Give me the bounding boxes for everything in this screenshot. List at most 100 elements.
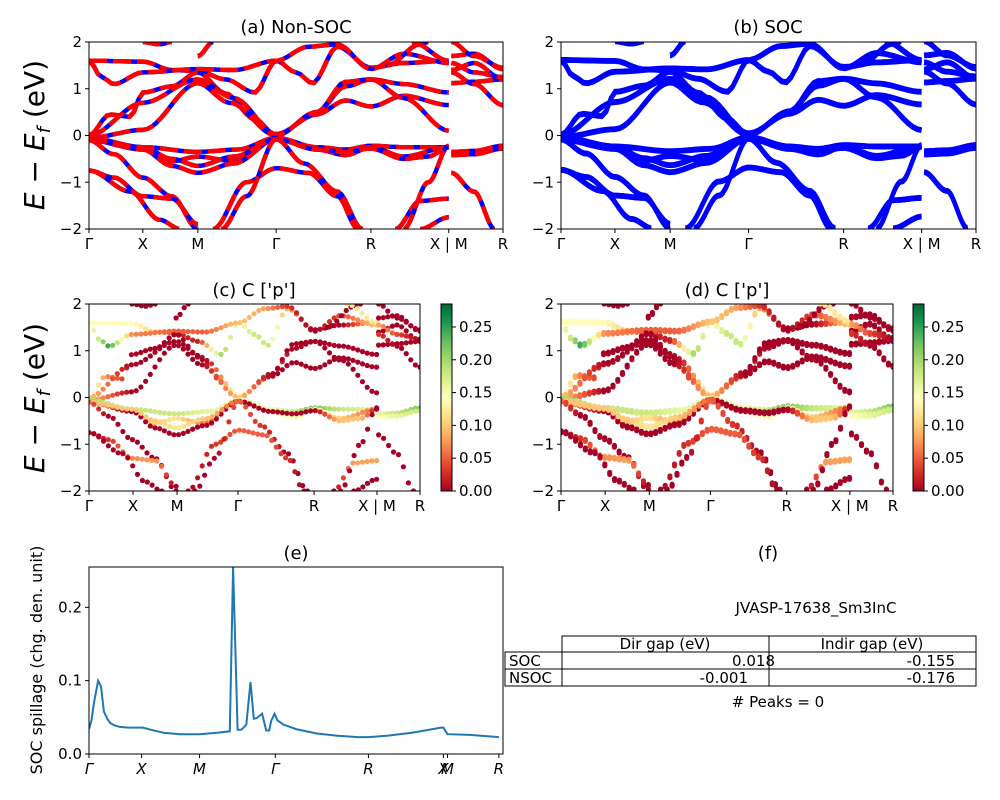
- projected-point: [364, 350, 370, 356]
- projected-point: [610, 321, 616, 328]
- panel-d-projected-plot: −2 −1 0 1 2 Γ X M Γ R X | M R: [532, 295, 898, 515]
- y-tick-label: −1: [60, 173, 82, 191]
- projected-point: [634, 340, 640, 347]
- projected-point: [417, 364, 420, 370]
- projected-point: [799, 412, 805, 418]
- projected-point: [653, 421, 659, 427]
- projected-point: [695, 379, 701, 386]
- projected-point: [394, 343, 400, 349]
- projected-point: [128, 389, 134, 395]
- projected-point: [890, 406, 893, 412]
- projected-point: [671, 327, 678, 333]
- projected-point: [629, 407, 635, 414]
- projected-point: [741, 435, 747, 442]
- projected-point: [607, 469, 613, 476]
- panel-a-title: (a) Non-SOC: [240, 17, 351, 38]
- projected-point: [293, 360, 300, 366]
- projected-point: [331, 354, 337, 360]
- projected-point: [270, 336, 276, 342]
- projected-point: [752, 408, 758, 414]
- projected-point: [653, 326, 659, 332]
- projected-point: [671, 337, 678, 344]
- projected-point: [152, 409, 158, 415]
- projected-point: [832, 359, 838, 365]
- projected-point: [848, 320, 855, 326]
- projected-point: [700, 332, 706, 339]
- projected-point: [667, 407, 673, 413]
- projected-point: [591, 364, 597, 370]
- projected-point: [417, 408, 420, 414]
- projected-point: [804, 352, 810, 358]
- projected-point: [885, 360, 892, 366]
- projected-point: [161, 428, 167, 434]
- band-line-red-dashed: [89, 168, 180, 229]
- projected-point: [417, 327, 420, 333]
- projected-point: [356, 442, 362, 448]
- projected-point: [143, 331, 149, 337]
- projected-point: [279, 304, 285, 310]
- projected-point: [842, 362, 848, 368]
- projected-point: [648, 430, 654, 436]
- projected-point: [601, 329, 607, 336]
- projected-point: [100, 411, 107, 417]
- projected-point: [643, 330, 649, 336]
- projected-point: [408, 334, 414, 340]
- projected-point: [769, 480, 775, 486]
- projected-point: [828, 414, 834, 420]
- projected-point: [587, 419, 593, 425]
- projected-point: [152, 349, 158, 355]
- band-line-red-dashed: [395, 196, 449, 229]
- projected-point: [837, 361, 843, 367]
- projected-point: [681, 366, 687, 372]
- projected-point: [657, 333, 663, 339]
- projected-point: [180, 346, 186, 352]
- projected-point: [408, 409, 414, 416]
- projected-point: [326, 319, 333, 325]
- projected-point: [312, 328, 318, 334]
- projected-point: [752, 310, 758, 316]
- projected-point: [257, 422, 263, 428]
- band-line-split: [561, 75, 922, 138]
- projected-point: [275, 371, 281, 377]
- projected-point: [338, 313, 345, 319]
- colorbar-tick-label: 0.15: [931, 384, 964, 402]
- projected-point: [738, 370, 744, 376]
- projected-point: [733, 304, 739, 310]
- projected-point: [690, 323, 697, 329]
- y-tick-label: 0: [72, 127, 82, 145]
- projected-point: [872, 343, 878, 350]
- projected-point: [867, 341, 873, 347]
- projected-point: [355, 406, 361, 412]
- projected-point: [219, 407, 225, 413]
- projected-point: [723, 401, 730, 407]
- projected-point: [147, 423, 153, 429]
- projected-point: [624, 362, 630, 368]
- projected-point: [690, 372, 697, 378]
- projected-point: [125, 455, 131, 461]
- projected-point: [890, 334, 893, 340]
- projected-point: [355, 347, 361, 353]
- projected-point: [190, 419, 197, 425]
- projected-point: [390, 449, 397, 455]
- projected-point: [747, 363, 753, 369]
- projected-point: [657, 408, 663, 414]
- projected-point: [342, 482, 348, 488]
- panel-d-title: (d) C ['p']: [685, 280, 770, 301]
- projected-point: [157, 409, 163, 415]
- y-tick-label: −2: [532, 482, 554, 500]
- projected-point: [620, 304, 626, 306]
- projected-point: [171, 328, 177, 334]
- projected-point: [620, 415, 626, 421]
- projected-point: [130, 463, 136, 469]
- projected-point: [171, 332, 177, 338]
- projected-point: [876, 331, 882, 337]
- projected-point: [224, 403, 230, 409]
- x-tick-label: X: [600, 497, 610, 515]
- projected-point: [638, 338, 645, 344]
- panel-c-ylabel: E − Ef (eV): [18, 323, 55, 473]
- projected-point: [591, 334, 597, 340]
- projected-point: [853, 433, 860, 439]
- projected-point: [167, 423, 173, 429]
- projected-point: [110, 403, 116, 409]
- projected-point: [671, 421, 678, 427]
